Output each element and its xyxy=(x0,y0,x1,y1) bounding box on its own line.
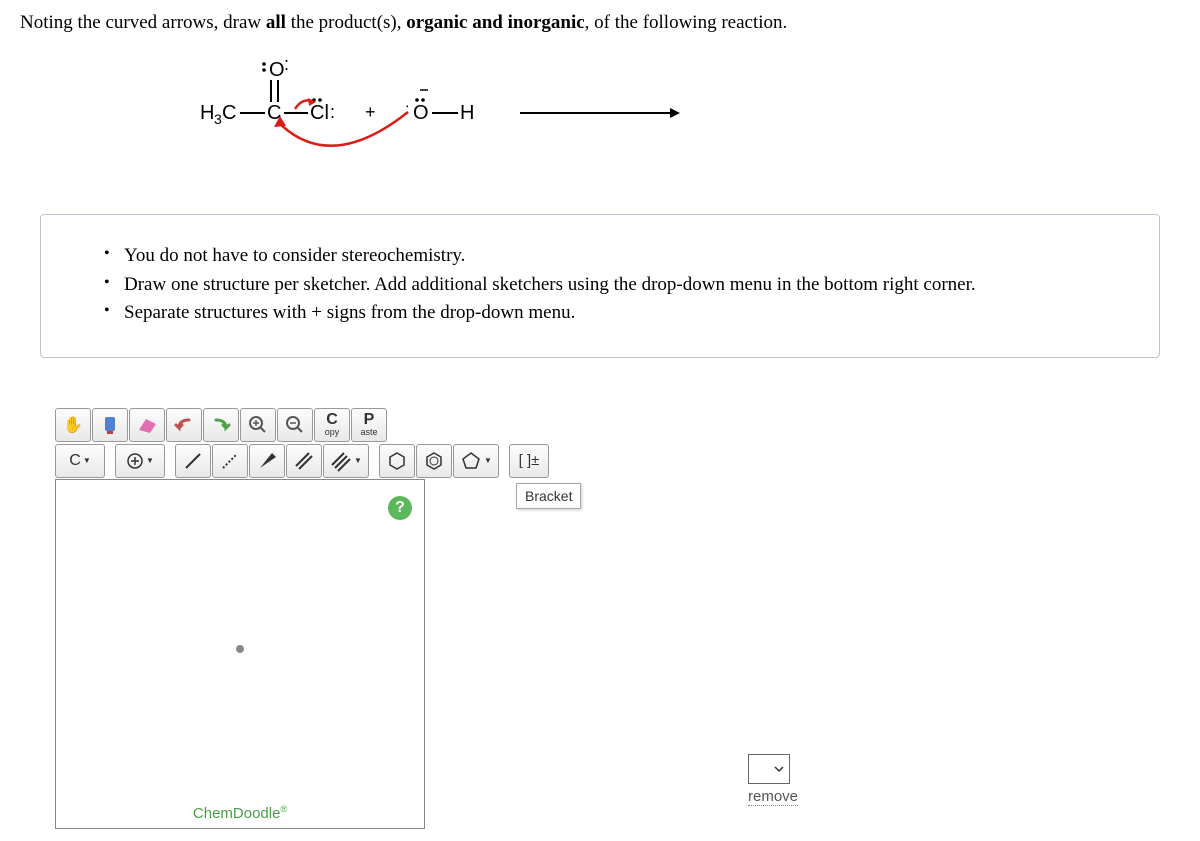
question-suffix: , of the following reaction. xyxy=(585,12,788,33)
zoom-in-icon[interactable] xyxy=(240,408,276,442)
svg-text:H: H xyxy=(200,102,214,124)
sketcher-controls: remove xyxy=(748,754,798,806)
question-bold-all: all xyxy=(266,12,286,33)
copy-small: opy xyxy=(325,428,340,437)
svg-text:3: 3 xyxy=(214,111,222,127)
add-sketcher-dropdown[interactable] xyxy=(748,754,790,784)
tooltip-text: Bracket xyxy=(525,488,572,504)
svg-text:O: O xyxy=(413,102,429,124)
undo-icon[interactable] xyxy=(166,408,202,442)
charge-button[interactable]: ▼ xyxy=(115,444,165,478)
pentagon-button[interactable]: ▼ xyxy=(453,444,499,478)
svg-text::: : xyxy=(330,102,335,122)
canvas-atom-dot[interactable] xyxy=(236,645,244,653)
svg-text:Cl: Cl xyxy=(310,102,329,124)
paste-big: P xyxy=(364,412,375,428)
svg-text::: : xyxy=(284,54,289,74)
chevron-down-icon: ▼ xyxy=(146,456,154,465)
toolbar-row-2: C▼ ▼ xyxy=(55,444,735,829)
reaction-diagram: H 3 C C O : Cl : + : O H xyxy=(170,54,1180,174)
paste-small: aste xyxy=(360,428,377,437)
copy-button[interactable]: C opy xyxy=(314,408,350,442)
instruction-item: Draw one structure per sketcher. Add add… xyxy=(124,272,1131,299)
hand-icon[interactable]: ✋ xyxy=(55,408,91,442)
svg-text:O: O xyxy=(269,59,285,81)
question-text: Noting the curved arrows, draw all the p… xyxy=(20,12,1180,34)
redo-icon[interactable] xyxy=(203,408,239,442)
bracket-button[interactable]: [ ]± Bracket xyxy=(509,444,549,478)
instruction-box: You do not have to consider stereochemis… xyxy=(40,214,1160,358)
zoom-out-icon[interactable] xyxy=(277,408,313,442)
single-bond-button[interactable] xyxy=(175,444,211,478)
double-bond-button[interactable] xyxy=(286,444,322,478)
chevron-down-icon: ▼ xyxy=(83,456,91,465)
chemdoodle-brand: ChemDoodle® xyxy=(193,804,287,822)
svg-text:H: H xyxy=(460,102,474,124)
chevron-down-icon: ▼ xyxy=(484,456,492,465)
instruction-item: You do not have to consider stereochemis… xyxy=(124,243,1131,270)
toolbar-row-1: ✋ C opy P aste xyxy=(55,408,735,442)
bracket-tooltip: Bracket xyxy=(516,483,581,509)
question-bold-organic: organic and inorganic xyxy=(406,12,584,33)
help-icon[interactable]: ? xyxy=(388,496,412,520)
copy-big: C xyxy=(326,412,338,428)
dotted-bond-button[interactable] xyxy=(212,444,248,478)
wedge-bond-button[interactable] xyxy=(249,444,285,478)
hexagon-button[interactable] xyxy=(379,444,415,478)
triple-bond-button[interactable]: ▼ xyxy=(323,444,369,478)
instruction-item: Separate structures with + signs from th… xyxy=(124,300,1131,327)
sketcher-widget: ✋ C opy P aste C xyxy=(55,408,735,829)
brand-sup: ® xyxy=(280,804,287,814)
chevron-down-icon: ▼ xyxy=(354,456,362,465)
question-prefix: Noting the curved arrows, draw xyxy=(20,12,266,33)
brand-text: ChemDoodle xyxy=(193,805,281,822)
bracket-label: [ ]± xyxy=(519,452,540,469)
svg-text::: : xyxy=(405,101,409,118)
question-mid: the product(s), xyxy=(286,12,406,33)
svg-text:+: + xyxy=(365,102,376,122)
help-label: ? xyxy=(395,499,405,517)
svg-text:C: C xyxy=(222,102,236,124)
element-c-button[interactable]: C▼ xyxy=(55,444,105,478)
chevron-down-icon xyxy=(773,763,785,775)
paste-button[interactable]: P aste xyxy=(351,408,387,442)
paint-icon[interactable] xyxy=(92,408,128,442)
remove-link[interactable]: remove xyxy=(748,788,798,806)
benzene-button[interactable] xyxy=(416,444,452,478)
sketcher-canvas[interactable]: ? ChemDoodle® xyxy=(55,479,425,829)
eraser-icon[interactable] xyxy=(129,408,165,442)
element-c-label: C xyxy=(69,452,81,470)
